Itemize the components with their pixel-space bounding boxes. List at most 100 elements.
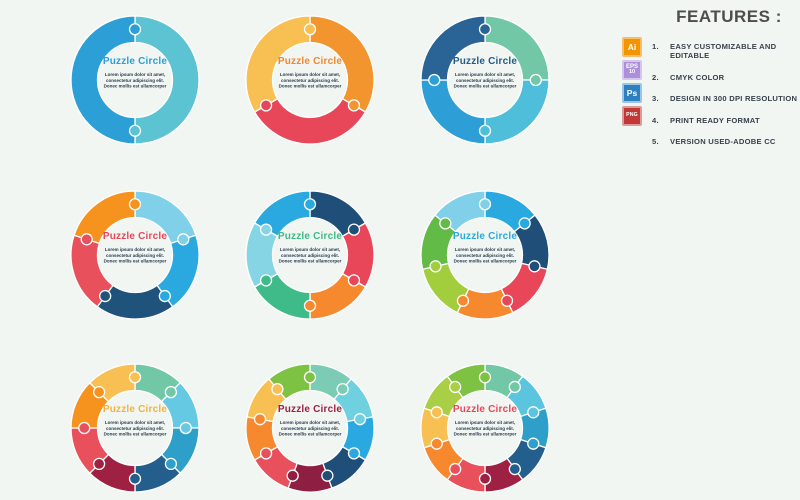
feature-item-text: CMYK COLOR (670, 72, 725, 82)
puzzle-knob (177, 233, 190, 246)
puzzle-piece (446, 363, 486, 399)
puzzle-knob (128, 198, 142, 211)
eps-icon: EPS 10 (622, 60, 642, 80)
puzzle-5-pieces: Puzzle Circle Lorem ipsum dolor sit amet,… (65, 185, 205, 325)
puzzle-ring (70, 190, 200, 320)
puzzle-knob (99, 289, 112, 303)
puzzle-piece (134, 15, 200, 145)
puzzle-piece (73, 190, 136, 245)
puzzle-knob (478, 124, 492, 137)
puzzle-ring (70, 363, 200, 493)
puzzle-knob (128, 124, 142, 137)
puzzle-knob (478, 23, 492, 36)
puzzle-knob (518, 217, 531, 230)
feature-item: 3. DESIGN IN 300 DPI RESOLUTION (652, 94, 798, 103)
puzzle-knob (253, 413, 267, 426)
puzzle-knob (303, 371, 317, 384)
puzzle-piece (70, 15, 136, 145)
feature-item-text: EASY CUSTOMIZABLE AND EDITABLE (670, 42, 777, 60)
puzzle-knob (428, 73, 441, 87)
png-icon: PNG (622, 106, 642, 126)
puzzle-7-pieces: Puzzle Circle Lorem ipsum dolor sit amet,… (415, 185, 555, 325)
puzzle-ring (70, 15, 200, 145)
puzzle-knob (347, 447, 361, 460)
puzzle-ring (245, 190, 375, 320)
puzzle-knob (347, 274, 361, 287)
features-list: 1. EASY CUSTOMIZABLE AND EDITABLE 2. CMYK C… (652, 34, 798, 146)
puzzle-knob (80, 233, 93, 246)
puzzle-knob (429, 260, 442, 273)
puzzle-piece (484, 15, 550, 81)
puzzle-knob (303, 23, 317, 36)
puzzle-knob (478, 371, 492, 384)
puzzle-knob (508, 462, 521, 476)
format-icon-label: Ai (627, 41, 637, 52)
puzzle-9-pieces: Puzzle Circle Lorem ipsum dolor sit amet,… (240, 358, 380, 498)
puzzle-knob (456, 294, 470, 307)
feature-item-text: DESIGN IN 300 DPI RESOLUTION (670, 94, 798, 103)
puzzle-8-pieces: Puzzle Circle Lorem ipsum dolor sit amet,… (65, 358, 205, 498)
feature-item-text: PRINT READY FORMAT (670, 115, 760, 125)
puzzle-knob (336, 382, 349, 396)
puzzle-knob (449, 462, 462, 476)
puzzle-knob (478, 472, 492, 485)
puzzle-knob (92, 385, 106, 399)
ps-icon: Ps (622, 83, 642, 103)
puzzle-knob (430, 437, 443, 450)
puzzle-knob (353, 413, 367, 426)
puzzle-knob (527, 406, 540, 419)
puzzle-piece (309, 15, 375, 113)
features-panel: FEATURES : Ai EPS 10 Ps PNG 1. EASY CUSTOMIZA… (622, 7, 798, 146)
puzzle-knob (164, 457, 178, 471)
features-body: Ai EPS 10 Ps PNG 1. EASY CUSTOMIZABLE AND EDI… (622, 34, 798, 146)
puzzle-knob (508, 380, 521, 394)
puzzle-knob (128, 472, 142, 485)
puzzle-ring (245, 363, 375, 493)
format-icon-label: Ps (626, 87, 638, 98)
feature-item: 4. PRINT READY FORMAT (652, 116, 798, 125)
puzzle-knob (158, 289, 171, 303)
feature-item: 5. VERSION USED-ADOBE CC (652, 137, 798, 146)
format-icon-sublabel: 10 (628, 69, 636, 76)
features-title: FEATURES : (676, 7, 782, 26)
puzzle-knob (430, 406, 443, 419)
puzzle-knob (527, 437, 540, 450)
feature-item: 2. CMYK COLOR (652, 73, 798, 82)
puzzle-knob (128, 371, 142, 384)
puzzle-knob (439, 217, 452, 230)
puzzle-2-pieces: Puzzle Circle Lorem ipsum dolor sit amet,… (65, 10, 205, 150)
puzzle-10-pieces: Puzzle Circle Lorem ipsum dolor sit amet,… (415, 358, 555, 498)
feature-item: 1. EASY CUSTOMIZABLE AND EDITABLE (652, 42, 798, 60)
puzzle-knob (128, 23, 142, 36)
puzzle-knob (500, 294, 514, 307)
puzzle-ring (420, 15, 550, 145)
puzzle-knob (478, 198, 492, 211)
puzzle-knob (78, 421, 91, 435)
format-icons: Ai EPS 10 Ps PNG (622, 34, 643, 146)
puzzle-knob (286, 469, 299, 482)
puzzle-knob (259, 99, 273, 112)
puzzle-6-pieces: Puzzle Circle Lorem ipsum dolor sit amet,… (240, 185, 380, 325)
puzzle-knob (303, 299, 317, 312)
puzzle-knob (92, 457, 106, 471)
puzzle-knob (529, 73, 542, 87)
puzzle-knob (259, 274, 273, 287)
puzzle-piece (420, 79, 486, 145)
puzzle-3-pieces: Puzzle Circle Lorem ipsum dolor sit amet,… (240, 10, 380, 150)
feature-item-number: 4. (652, 115, 659, 125)
puzzle-ring (245, 15, 375, 145)
puzzle-knob (179, 421, 192, 435)
puzzle-4-pieces: Puzzle Circle Lorem ipsum dolor sit amet,… (415, 10, 555, 150)
puzzle-knob (449, 380, 462, 394)
puzzle-knob (259, 447, 273, 460)
puzzle-piece (420, 15, 486, 81)
puzzle-ring (420, 190, 550, 320)
ai-icon: Ai (622, 37, 642, 57)
puzzle-piece (253, 98, 367, 145)
puzzle-knob (259, 223, 273, 236)
feature-item-number: 3. (652, 94, 659, 103)
puzzle-ring (420, 363, 550, 493)
puzzle-knob (347, 223, 361, 236)
format-icon-label: EPS (625, 64, 638, 71)
